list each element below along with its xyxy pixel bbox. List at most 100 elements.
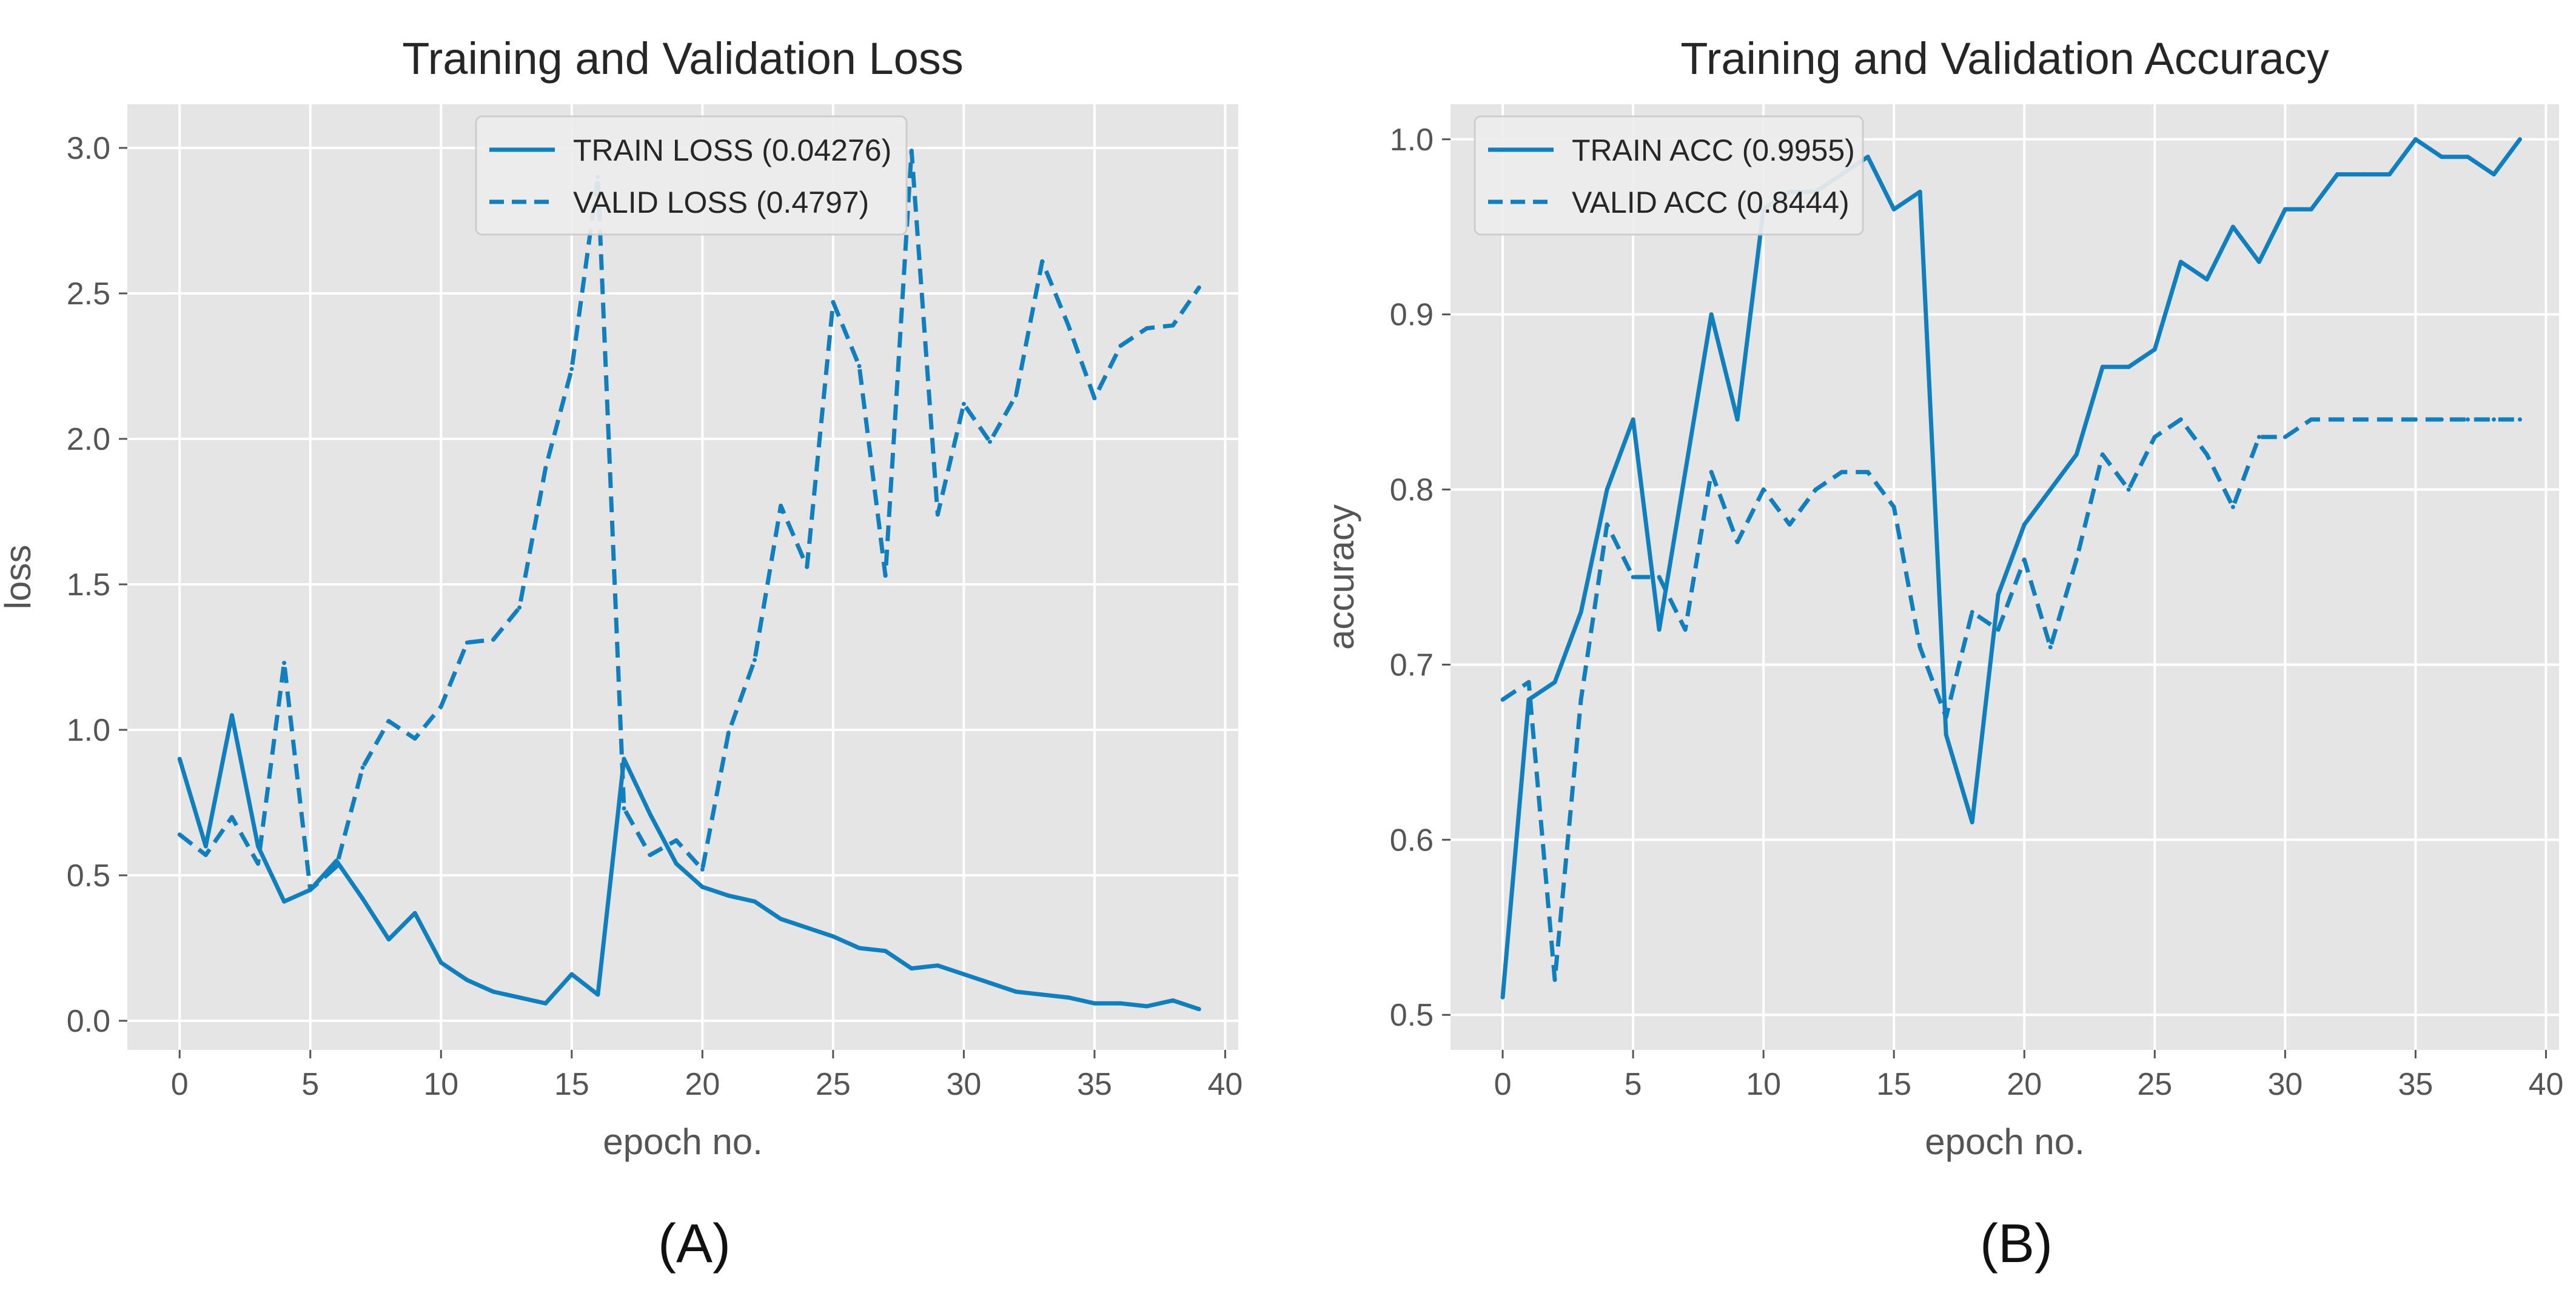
train-data-point: [1605, 487, 1609, 492]
train-data-point: [1865, 155, 1870, 159]
loss-chart-title: Training and Validation Loss: [402, 33, 964, 84]
loss-legend-box: [475, 115, 908, 236]
train-data-point: [2256, 259, 2261, 264]
train-data-point: [909, 966, 914, 971]
loss-legend-train-label: TRAIN LOSS (0.04276): [573, 133, 891, 167]
valid-data-point: [700, 867, 705, 872]
loss-x-axis-label: epoch no.: [603, 1121, 763, 1162]
x-tick-label: 15: [554, 1067, 589, 1102]
valid-data-point: [2361, 417, 2366, 422]
valid-data-point: [622, 806, 626, 811]
loss-plot-area: [127, 104, 1238, 1050]
x-tick-label: 5: [301, 1067, 319, 1102]
panel-b-caption: (B): [1980, 1214, 2053, 1274]
valid-data-point: [1170, 323, 1175, 328]
x-tick-label: 20: [2007, 1067, 2042, 1102]
valid-data-point: [1144, 326, 1149, 331]
x-tick-label: 10: [1746, 1067, 1781, 1102]
train-data-point: [700, 884, 705, 889]
valid-data-point: [2230, 504, 2235, 509]
valid-data-point: [1552, 977, 1557, 982]
train-data-point: [1891, 207, 1896, 212]
x-tick-label: 30: [946, 1067, 981, 1102]
accuracy-y-ticks: 0.5 0.6 0.7 0.8 0.9 1.0: [1390, 122, 1451, 1033]
train-data-point: [1092, 1001, 1097, 1006]
train-data-point: [1040, 992, 1045, 997]
valid-data-point: [1631, 575, 1635, 580]
y-tick-label: 1.5: [67, 567, 110, 603]
valid-data-point: [1891, 504, 1896, 509]
valid-data-point: [1657, 575, 1662, 580]
x-tick-label: 40: [2529, 1067, 2564, 1102]
train-data-point: [648, 812, 652, 817]
train-data-point: [1196, 1007, 1201, 1012]
valid-data-point: [988, 439, 992, 444]
valid-data-point: [2439, 417, 2444, 422]
train-data-point: [2361, 172, 2366, 177]
train-data-point: [569, 972, 574, 977]
valid-data-point: [2335, 417, 2340, 422]
valid-data-point: [229, 815, 234, 820]
train-data-point: [961, 972, 966, 977]
train-data-point: [1709, 312, 1714, 317]
valid-data-point: [1761, 487, 1766, 492]
loss-series-lines: [177, 149, 1201, 1012]
x-tick-label: 35: [2398, 1067, 2433, 1102]
accuracy-gridlines: [1451, 104, 2559, 1050]
train-data-point: [2492, 172, 2496, 177]
valid-data-point: [2466, 417, 2470, 422]
train-data-point: [2466, 155, 2470, 159]
train-data-point: [726, 894, 731, 898]
valid-data-point: [1526, 680, 1531, 684]
train-data-point: [2439, 155, 2444, 159]
x-tick-label: 40: [1208, 1067, 1243, 1102]
y-tick-label: 0.8: [1390, 473, 1434, 508]
valid-data-point: [517, 605, 522, 610]
panel-a-caption: (A): [658, 1214, 731, 1274]
valid-data-point: [334, 864, 339, 869]
valid-series-line: [178, 149, 1201, 892]
valid-data-point: [2256, 435, 2261, 439]
valid-data-point: [1813, 487, 1818, 492]
train-data-point: [177, 757, 182, 761]
valid-data-point: [256, 861, 260, 866]
valid-data-point: [961, 401, 966, 406]
train-data-point: [831, 934, 836, 939]
train-data-point: [2204, 277, 2209, 282]
y-tick-label: 1.0: [1390, 122, 1434, 158]
accuracy-chart-title: Training and Validation Accuracy: [1680, 33, 2329, 84]
valid-data-point: [2074, 557, 2079, 562]
train-data-point: [386, 937, 391, 942]
valid-data-point: [203, 852, 208, 857]
valid-data-point: [2492, 417, 2496, 422]
valid-data-point: [282, 661, 287, 666]
train-data-point: [1683, 470, 1688, 475]
valid-data-point: [674, 838, 679, 843]
x-tick-label: 5: [1625, 1067, 1642, 1102]
train-data-point: [2518, 137, 2522, 142]
valid-data-point: [2100, 452, 2105, 457]
valid-data-point: [1040, 259, 1045, 264]
train-data-point: [1735, 417, 1740, 422]
train-data-point: [334, 858, 339, 863]
train-data-point: [2100, 364, 2105, 369]
y-tick-label: 0.6: [1390, 823, 1434, 858]
valid-data-point: [1118, 343, 1123, 348]
valid-data-point: [1066, 323, 1071, 328]
train-data-point: [2152, 347, 2157, 352]
y-tick-label: 0.5: [1390, 998, 1434, 1033]
train-data-point: [1014, 989, 1019, 994]
train-data-point: [674, 861, 679, 866]
train-data-point: [2309, 207, 2313, 212]
train-data-point: [1500, 995, 1505, 1000]
valid-data-point: [2387, 417, 2392, 422]
valid-data-point: [1196, 285, 1201, 290]
train-data-point: [935, 963, 940, 968]
train-data-point: [2335, 172, 2340, 177]
valid-data-point: [465, 640, 469, 645]
valid-series-line: [1501, 417, 2520, 982]
valid-data-point: [569, 367, 574, 372]
valid-data-point: [1839, 470, 1844, 475]
train-data-point: [2230, 224, 2235, 229]
